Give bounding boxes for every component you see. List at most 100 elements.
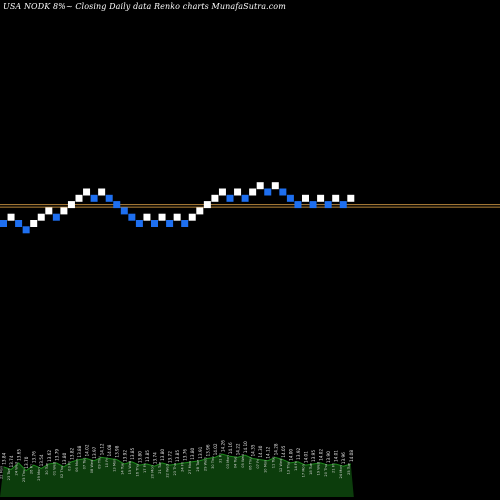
price-label: 13.84: [2, 452, 7, 464]
up-brick: [60, 207, 68, 215]
date-label: 04 Tue: [234, 456, 238, 469]
price-label: 13.76: [32, 451, 37, 463]
reference-lines: [0, 204, 500, 208]
up-brick: [83, 188, 91, 196]
up-brick: [317, 194, 325, 202]
date-label: 23 Tue: [7, 468, 11, 481]
up-brick: [143, 213, 151, 221]
date-label: 22 Wed: [166, 464, 170, 478]
up-brick: [332, 194, 340, 202]
price-label: 13.74: [9, 455, 14, 467]
up-brick: [75, 194, 83, 202]
down-brick: [264, 188, 272, 196]
up-brick: [98, 188, 106, 196]
price-label: 13.80: [190, 447, 195, 459]
date-label: 13 Mon: [113, 459, 117, 472]
price-label: 13.92: [296, 447, 301, 459]
price-label: 13.95: [311, 450, 316, 462]
down-brick: [309, 201, 317, 209]
volume-line: [3, 453, 351, 472]
date-label: 17 Mon: [302, 464, 306, 477]
price-label: 13.65: [17, 449, 22, 461]
price-label: 14.22: [236, 443, 241, 455]
price-label: 13.90: [326, 451, 331, 463]
volume-area: [0, 453, 354, 497]
up-brick: [211, 194, 219, 202]
down-brick: [22, 226, 30, 234]
down-brick: [128, 213, 136, 221]
date-label: 16 Thu: [135, 464, 139, 476]
price-label: 13.85: [175, 450, 180, 462]
date-label: 13 Thu: [286, 462, 290, 474]
up-brick: [37, 213, 45, 221]
chart-kind-label: Renko: [154, 2, 181, 11]
date-label: 03 Fri: [67, 461, 71, 471]
price-label: 14.10: [243, 441, 248, 453]
up-brick: [256, 182, 264, 190]
down-brick: [226, 194, 234, 202]
date-label: 21 Fri: [332, 463, 336, 473]
up-brick: [196, 207, 204, 215]
price-label: 13.70: [24, 456, 29, 468]
date-label: 12 Wed: [279, 459, 283, 473]
price-label: 14.28: [273, 443, 278, 455]
down-brick: [15, 220, 23, 227]
date-label: 28 Tue: [196, 459, 200, 472]
up-brick: [249, 188, 257, 196]
date-label: 30 Tue: [45, 462, 49, 475]
date-label: 06 Mon: [75, 459, 79, 472]
renko-bricks: [0, 182, 355, 234]
down-brick: [339, 201, 347, 209]
price-label: 14.01: [304, 451, 309, 463]
up-brick: [302, 194, 309, 202]
price-label: 13.76: [183, 449, 188, 461]
down-brick: [181, 220, 189, 227]
date-label: 30 Thu: [211, 456, 215, 468]
date-label: 03 Mon: [226, 455, 230, 468]
up-brick: [45, 207, 53, 215]
up-brick: [234, 188, 242, 196]
price-label: 13.82: [69, 447, 74, 459]
date-label: 08 Wed: [90, 460, 94, 474]
date-label: 22 Mon: [0, 466, 4, 479]
date-label: 29 Wed: [203, 458, 207, 472]
date-label: 07 Fri: [256, 459, 260, 469]
date-label: 26 Fri: [30, 464, 34, 474]
price-label: 13.80: [62, 452, 67, 464]
price-label: 13.85: [145, 450, 150, 462]
down-brick: [113, 201, 121, 209]
description-label: Closing Daily data: [75, 2, 152, 11]
date-label: 29 Mon: [37, 467, 41, 480]
date-label: 07 Tue: [83, 457, 87, 470]
date-label: 14 Fri: [294, 461, 298, 471]
price-label: 13.72: [168, 451, 173, 463]
price-label: 14.35: [251, 444, 256, 456]
up-brick: [271, 182, 279, 190]
price-label: 14.08: [349, 450, 354, 462]
down-brick: [0, 220, 7, 227]
date-label: 25 Tue: [347, 462, 351, 475]
tilde-label: ~: [65, 2, 73, 11]
down-brick: [294, 201, 302, 209]
price-label: 13.97: [92, 446, 97, 458]
price-label: 14.00: [288, 449, 293, 461]
price-label: 14.02: [213, 443, 218, 455]
down-brick: [135, 220, 143, 227]
up-brick: [7, 213, 15, 221]
up-brick: [67, 201, 75, 209]
price-label: 14.08: [107, 444, 112, 456]
up-brick: [158, 213, 166, 221]
date-label: 09 Thu: [98, 456, 102, 468]
down-brick: [241, 194, 249, 202]
down-brick: [324, 201, 332, 209]
price-label: 13.98: [115, 445, 120, 457]
date-label: 14 Tue: [120, 462, 124, 475]
date-label: 11 Tue: [271, 456, 275, 469]
up-brick: [347, 194, 355, 202]
price-label: 13.96: [341, 452, 346, 464]
date-label: 20 Thu: [324, 464, 328, 476]
date-label: 27 Mon: [188, 461, 192, 474]
date-label: 23 Thu: [173, 463, 177, 475]
